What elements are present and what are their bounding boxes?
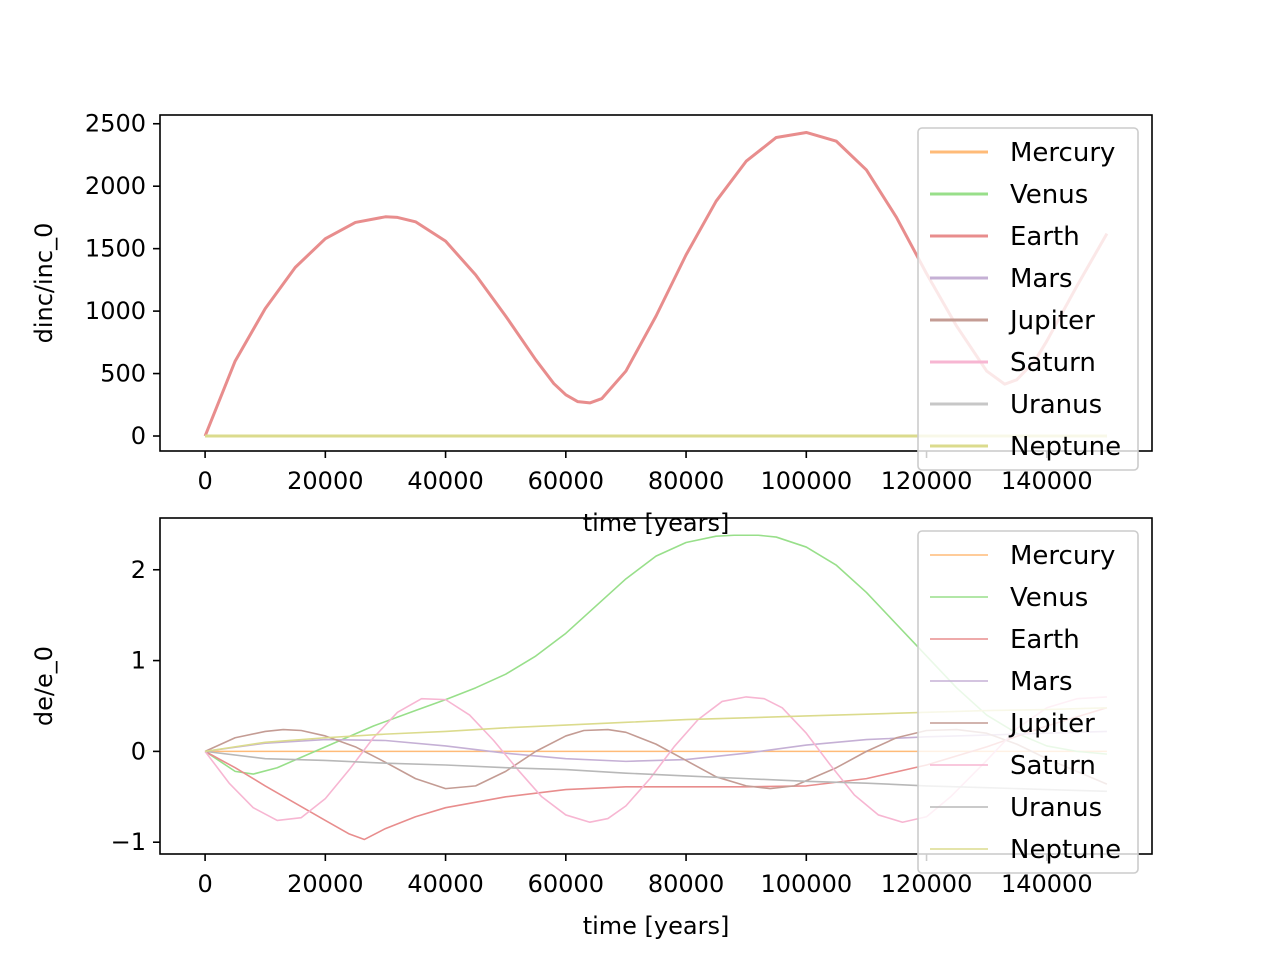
legend-box: [917, 127, 1139, 471]
x-tick-label: 80000: [648, 870, 724, 898]
legend: Mercury Venus Earth Mars Jupiter Saturn Uranus…: [917, 127, 1139, 471]
y-tick-label: −1: [111, 828, 146, 856]
x-tick-label: 40000: [407, 870, 483, 898]
x-axis-label: time [years]: [583, 912, 730, 940]
y-tick-label: 0: [131, 422, 146, 450]
x-tick-label: 80000: [648, 467, 724, 495]
x-tick-label: 20000: [287, 870, 363, 898]
x-axis-label: time [years]: [583, 509, 730, 537]
legend-label-earth: Earth: [1010, 625, 1080, 655]
legend-label-uranus: Uranus: [1010, 793, 1102, 823]
legend: Mercury Venus Earth Mars Jupiter Saturn Uranus…: [917, 530, 1139, 874]
eccentricity-panel: 0 20000 40000 60000 80000 100000 120000 140000 −…: [30, 517, 1153, 940]
y-tick-label: 500: [100, 360, 146, 388]
inclination-panel: 0 20000 40000 60000 80000 100000 120000 140000 0…: [30, 110, 1153, 537]
legend-label-mercury: Mercury: [1010, 138, 1115, 168]
legend-label-mercury: Mercury: [1010, 541, 1115, 571]
x-tick-label: 60000: [528, 870, 604, 898]
legend-box: [917, 530, 1139, 874]
x-tick-label: 60000: [528, 467, 604, 495]
legend-label-earth: Earth: [1010, 222, 1080, 252]
legend-label-mars: Mars: [1010, 667, 1073, 697]
x-tick-label: 120000: [881, 870, 973, 898]
y-tick-label: 2500: [85, 110, 146, 138]
x-tick-label: 140000: [1001, 467, 1093, 495]
y-tick-label: 1: [131, 647, 146, 675]
legend-label-uranus: Uranus: [1010, 390, 1102, 420]
axes-frame: [159, 517, 1153, 855]
x-tick-label: 40000: [407, 467, 483, 495]
legend-label-jupiter: Jupiter: [1008, 306, 1095, 336]
x-tick-label: 20000: [287, 467, 363, 495]
legend-label-venus: Venus: [1010, 180, 1088, 210]
x-tick-label: 100000: [760, 870, 852, 898]
legend-label-mars: Mars: [1010, 264, 1073, 294]
y-axis-label: de/e_0: [30, 646, 58, 726]
legend-label-venus: Venus: [1010, 583, 1088, 613]
y-tick-label: 2000: [85, 172, 146, 200]
legend-label-saturn: Saturn: [1010, 348, 1096, 378]
x-tick-label: 0: [197, 467, 212, 495]
y-axis-label: dinc/inc_0: [30, 223, 58, 344]
series-line-earth: [204, 707, 1108, 841]
legend-label-saturn: Saturn: [1010, 751, 1096, 781]
x-tick-label: 0: [197, 870, 212, 898]
y-tick-label: 0: [131, 737, 146, 765]
x-tick-label: 100000: [760, 467, 852, 495]
legend-label-neptune: Neptune: [1010, 432, 1121, 462]
y-tick-label: 2: [131, 556, 146, 584]
legend-label-neptune: Neptune: [1010, 835, 1121, 865]
x-tick-label: 140000: [1001, 870, 1093, 898]
legend-label-jupiter: Jupiter: [1008, 709, 1095, 739]
axes-frame: [159, 114, 1153, 452]
y-tick-label: 1500: [85, 235, 146, 263]
y-tick-label: 1000: [85, 297, 146, 325]
x-tick-label: 120000: [881, 467, 973, 495]
